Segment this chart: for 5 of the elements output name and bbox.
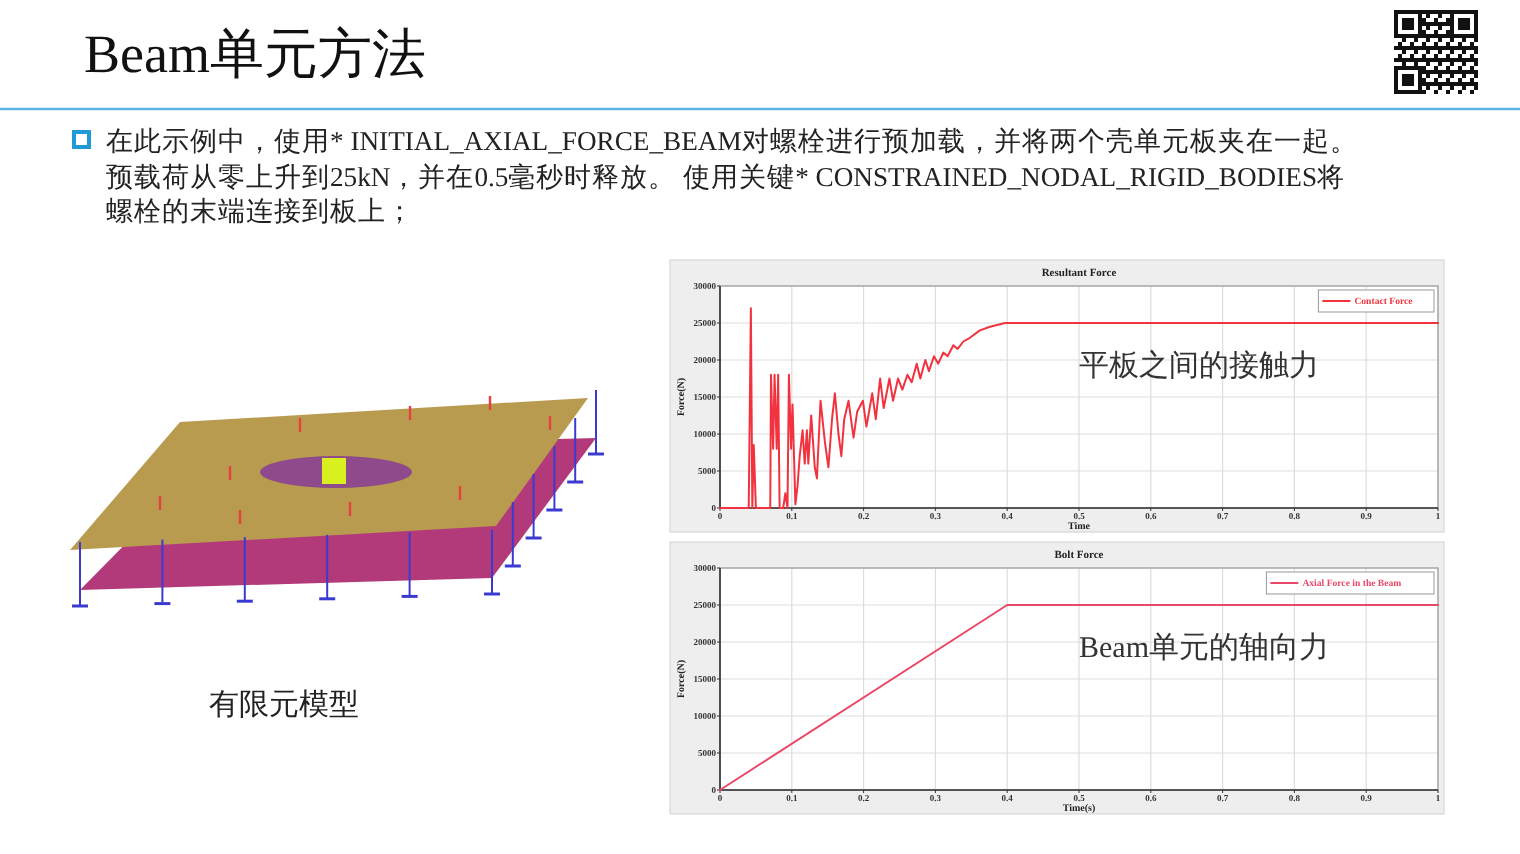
text: Beam单元方法: [84, 24, 426, 84]
annotation: 平板之间的接触力: [1079, 348, 1319, 383]
text: 有限元模型: [209, 688, 359, 722]
annotation: Beam单元的轴向力: [1079, 630, 1329, 665]
text: 在此示例中，使用* INITIAL_AXIAL_FORCE_BEAM对螺栓进行预加载，并将两个壳单元板夹在一起。预载荷从零上升到25kN，并在0.5毫秒时释放。 使用关键* CONSTRAINED_NODAL_RIGID_BODIES将螺栓的末端连接到板上；: [106, 124, 1360, 229]
